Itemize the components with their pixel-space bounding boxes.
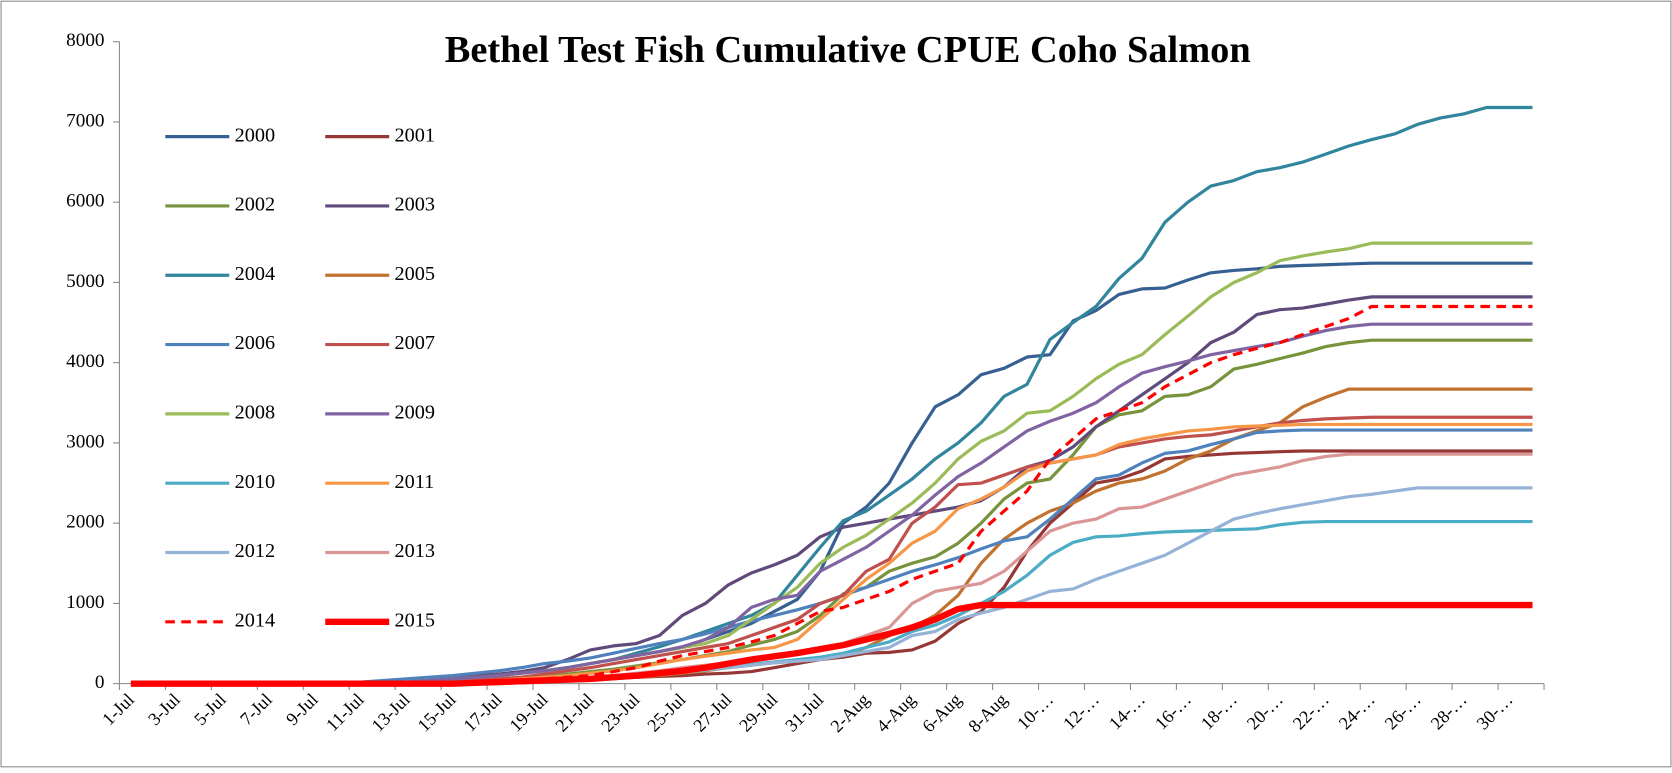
chart-title: Bethel Test Fish Cumulative CPUE Coho Sa… (445, 29, 1251, 71)
y-tick-label: 8000 (66, 30, 104, 51)
series-line (130, 304, 1533, 686)
legend-label: 2014 (235, 609, 275, 631)
legend-label: 2009 (395, 402, 436, 424)
series-line (130, 601, 1533, 687)
legend-label: 2008 (235, 402, 275, 424)
y-tick-label: 3000 (66, 431, 104, 452)
legend-label: 2006 (235, 332, 275, 354)
y-tick-label: 2000 (66, 512, 104, 533)
legend-label: 2013 (395, 540, 436, 562)
legend-label: 2010 (235, 471, 275, 493)
y-tick-label: 1000 (66, 592, 104, 613)
legend-label: 2011 (395, 471, 435, 493)
legend-label: 2005 (395, 263, 436, 285)
y-tick-label: 0 (95, 672, 105, 693)
y-tick-label: 6000 (66, 191, 104, 212)
legend-label: 2000 (235, 124, 275, 146)
y-tick-label: 5000 (66, 271, 104, 292)
legend-label: 2003 (395, 194, 436, 216)
y-tick-label: 7000 (66, 110, 104, 131)
legend-label: 2001 (395, 124, 436, 146)
legend-label: 2002 (235, 194, 275, 216)
y-tick-label: 4000 (66, 351, 104, 372)
legend-label: 2012 (235, 540, 275, 562)
legend-label: 2007 (395, 332, 436, 354)
legend-label: 2015 (395, 609, 436, 631)
legend-label: 2004 (235, 263, 275, 285)
